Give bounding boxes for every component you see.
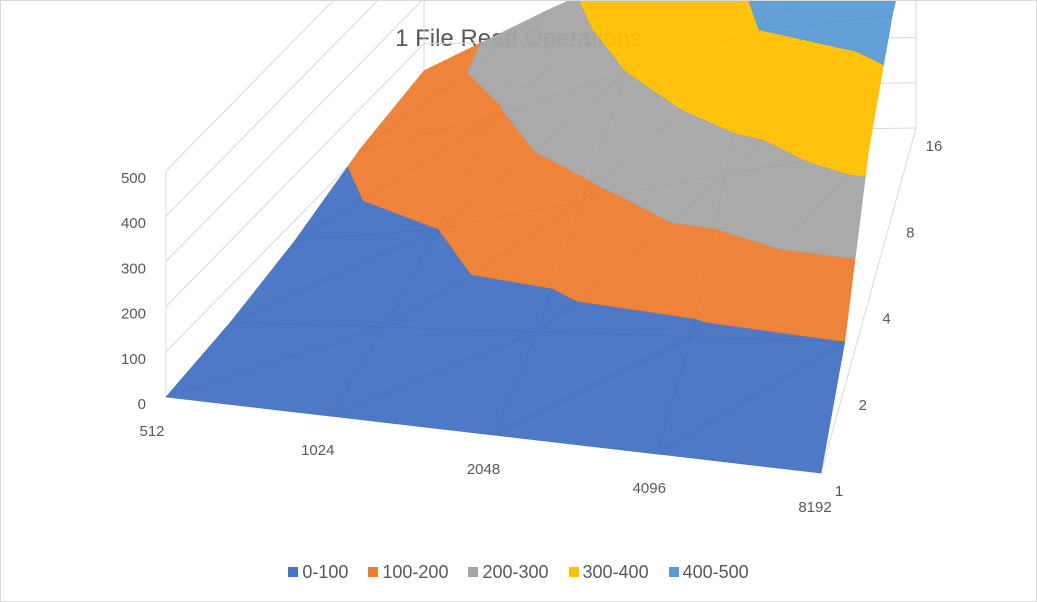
surface-cell-2-3-1-band-3	[625, 1, 711, 73]
legend-swatch-2	[468, 567, 479, 577]
gridline-3	[165, 1, 423, 262]
surface-cell-2-1-1-band-2	[616, 173, 727, 223]
x-tick-label-4: 8192	[798, 499, 831, 516]
z-tick-label-4: 400	[121, 215, 146, 232]
legend-swatch-0	[288, 567, 299, 577]
legend-label-1: 100-200	[382, 561, 449, 582]
depth-tick-label-0: 1	[835, 483, 843, 500]
depth-tick-label-2: 4	[882, 311, 890, 328]
depth-tick-label-4: 16	[926, 138, 943, 155]
surface-cell-1-3-1-band-2	[499, 1, 594, 111]
surface-cell-2-3-0-band-4	[748, 1, 769, 31]
legend-swatch-4	[668, 567, 679, 577]
x-tick-label-2: 2048	[467, 461, 500, 478]
surface-cell-3-0-1-band-0	[656, 336, 846, 455]
surface-cell-0-1-1-band-0	[230, 228, 439, 323]
z-tick-label-2: 200	[121, 306, 146, 323]
gridline-4	[165, 1, 378, 217]
x-tick-label-3: 4096	[633, 480, 666, 497]
surface-cell-2-1-1-band-1	[551, 194, 672, 302]
legend-item-2: 200-300	[468, 561, 549, 583]
x-tick-label-0: 512	[139, 423, 164, 440]
gridline-5	[165, 1, 334, 172]
surface-cell-1-1-1-band-1	[437, 201, 582, 276]
legend-label-2: 200-300	[482, 561, 549, 582]
legend-label-3: 300-400	[582, 561, 649, 582]
surface-cell-3-3-1-band-4	[758, 1, 800, 31]
surface-cell-0-0-1-band-0	[165, 321, 385, 398]
depth-tick-label-1: 2	[859, 397, 867, 414]
surface-cell-3-2-1-band-4	[759, 15, 894, 52]
legend-label-4: 400-500	[682, 561, 749, 582]
surface-cell-2-0-1-band-0	[492, 331, 692, 436]
surface-cell-3-1-1-band-2	[713, 160, 849, 250]
z-tick-label-1: 100	[121, 351, 146, 368]
surface-layer	[165, 1, 897, 474]
legend: 0-100 100-200 200-300 300-400 400-500	[1, 560, 1036, 584]
legend-swatch-1	[368, 567, 379, 577]
legend-label-0: 0-100	[302, 561, 349, 582]
legend-item-0: 0-100	[288, 562, 348, 583]
legend-swatch-3	[568, 567, 579, 577]
surface-cell-1-3-1-band-3	[579, 1, 623, 30]
surface-cell-1-0-1-band-0	[329, 326, 538, 417]
surface-cell-0-3-1-band-2	[467, 10, 548, 74]
z-tick-label-3: 300	[121, 260, 146, 277]
surface-cell-2-2-1-band-3	[625, 29, 760, 110]
z-tick-label-5: 500	[121, 170, 146, 187]
legend-item-3: 300-400	[568, 561, 649, 583]
legend-item-4: 400-500	[668, 561, 749, 583]
surface-cell-1-2-1-band-2	[504, 71, 627, 152]
surface-cell-3-1-1-band-3	[807, 150, 870, 175]
depth-tick-label-3: 8	[906, 224, 914, 241]
legend-item-1: 100-200	[368, 562, 448, 583]
surface-cell-0-2-1-band-1	[347, 117, 493, 202]
x-tick-label-1: 1024	[301, 442, 334, 459]
z-tick-label-0: 0	[138, 396, 146, 413]
